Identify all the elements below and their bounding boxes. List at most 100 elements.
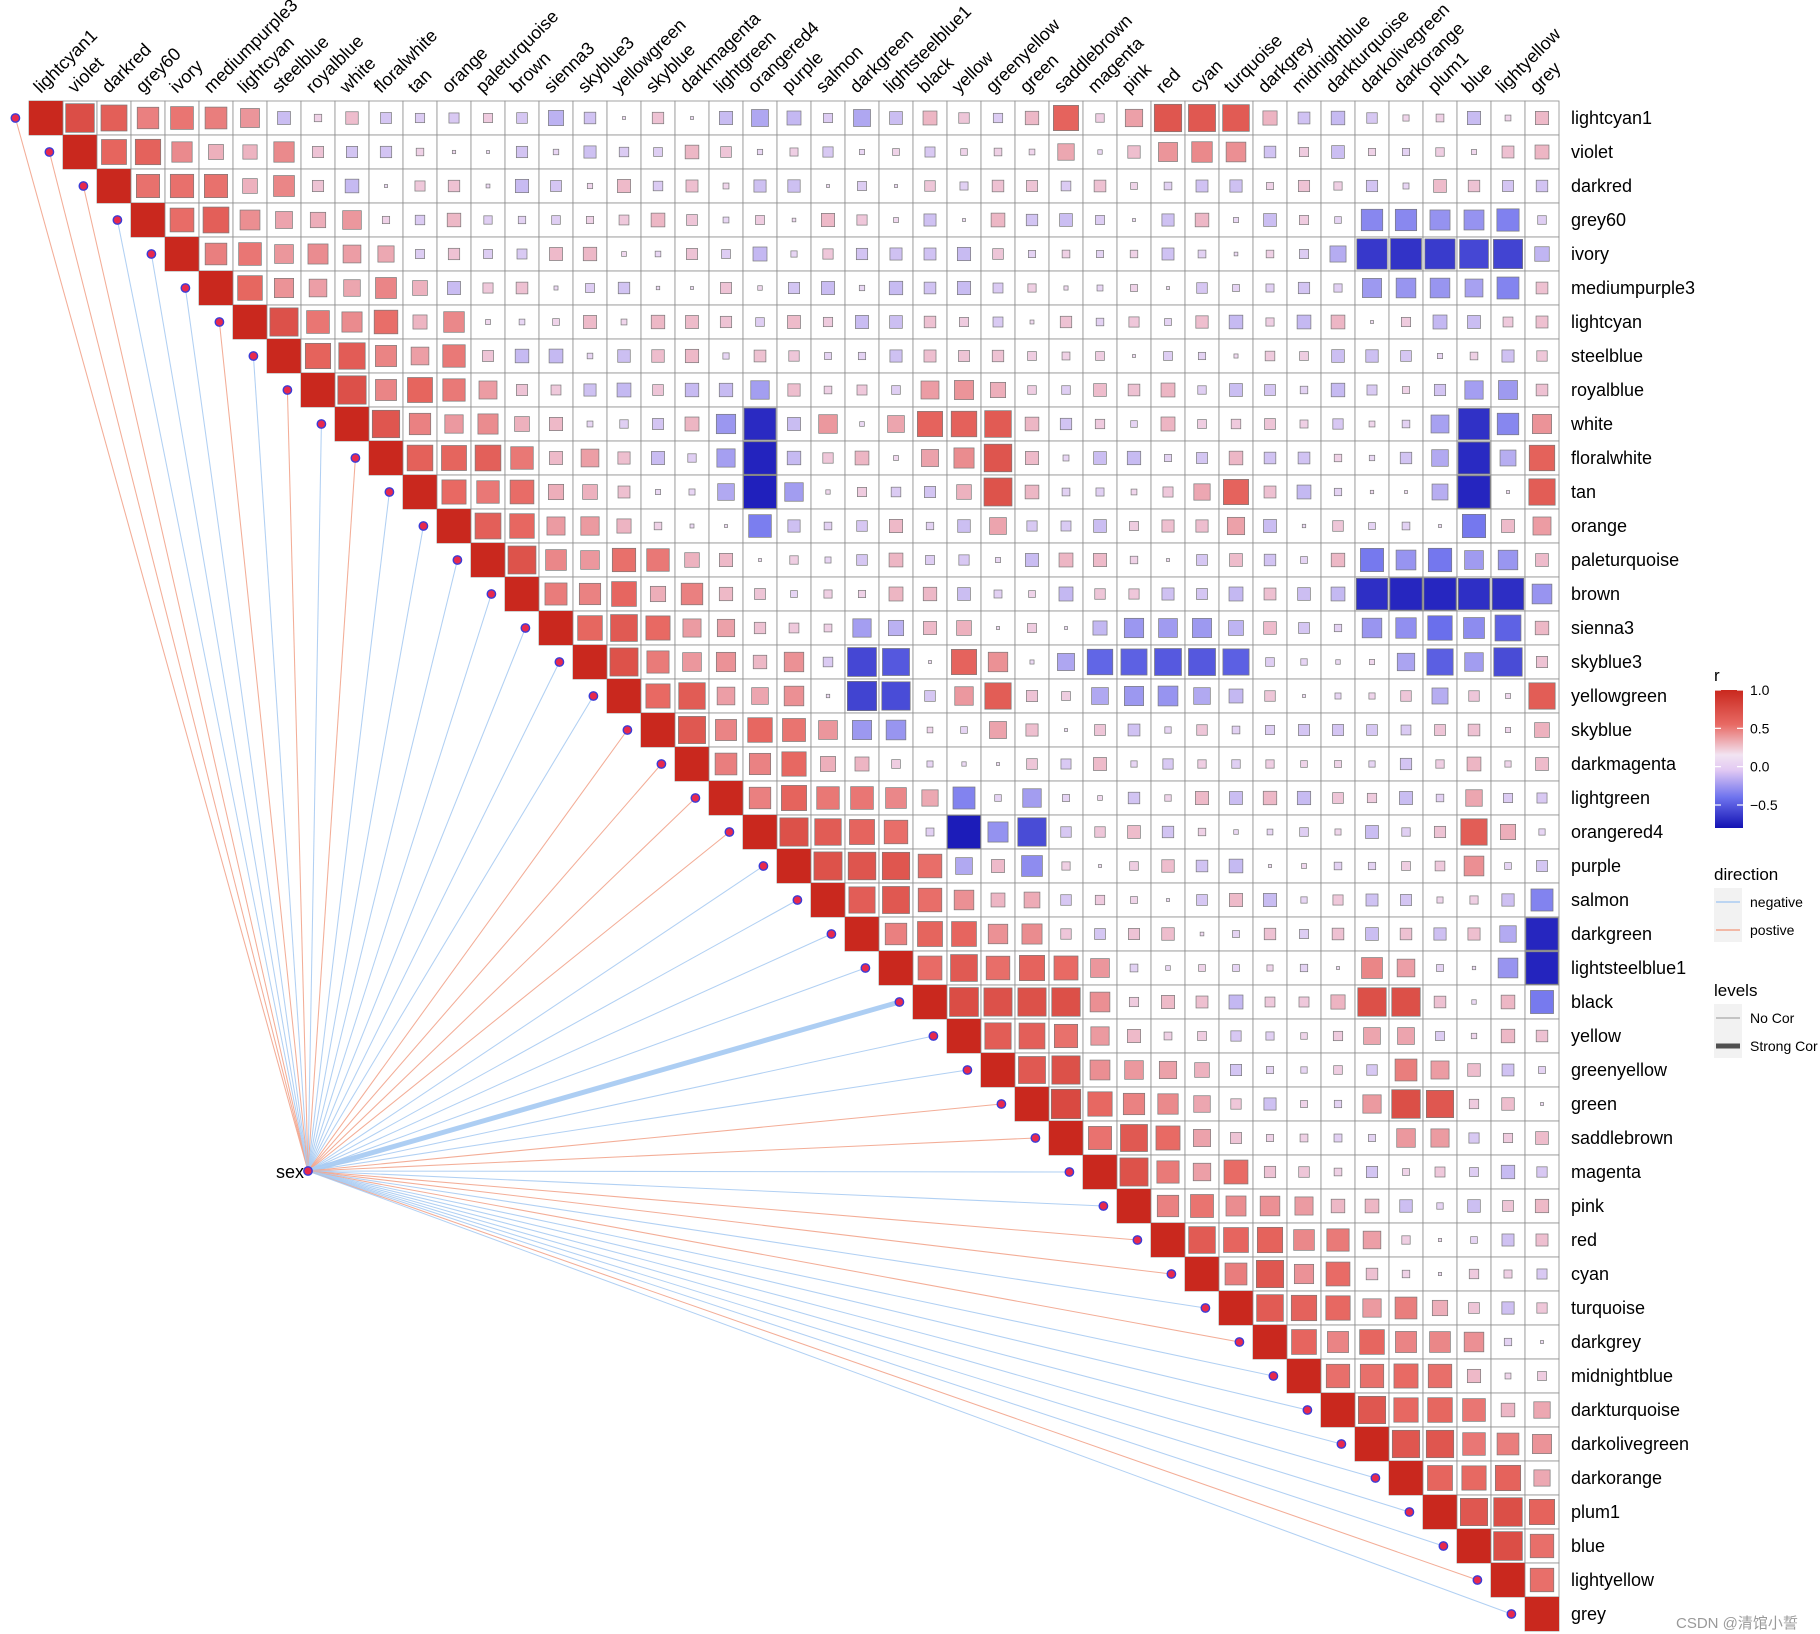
cell-frame — [1252, 1086, 1288, 1122]
cell-orangered4-darkorange — [1388, 814, 1424, 850]
cell-square — [451, 149, 457, 155]
cell-yellow-darkorange — [1388, 1018, 1424, 1054]
cell-square — [1296, 484, 1312, 500]
cell-square — [743, 407, 777, 441]
cell-greenyellow-greenyellow — [980, 1052, 1016, 1088]
cell-yellow-darkturquoise — [1320, 1018, 1356, 1054]
cell-plum1-grey — [1524, 1494, 1560, 1530]
cell-steelblue-floralwhite — [368, 338, 404, 374]
cell-square — [1166, 286, 1170, 290]
cell-paleturquoise-lightgreen — [708, 542, 744, 578]
cell-sienna3-lightyellow — [1490, 610, 1526, 646]
cell-royalblue-darkgrey — [1252, 372, 1288, 408]
cell-square — [312, 146, 324, 158]
cell-green-pink — [1116, 1086, 1152, 1122]
cell-square — [1120, 1124, 1148, 1152]
sex-link-orangered4 — [307, 831, 730, 1172]
cell-paleturquoise-darkmagenta — [674, 542, 710, 578]
cell-saddlebrown-blue — [1456, 1120, 1492, 1156]
cell-square — [1196, 282, 1208, 294]
cell-royalblue-lightyellow — [1490, 372, 1526, 408]
cell-darkred-tan — [402, 168, 438, 204]
cell-lightcyan1-lightcyan — [232, 100, 268, 136]
legend-r-tick-label: 0.0 — [1750, 759, 1770, 775]
cell-white-purple — [776, 406, 812, 442]
module-nodes — [10, 113, 1517, 1619]
cell-salmon-pink — [1116, 882, 1152, 918]
row-label-pink: pink — [1571, 1196, 1605, 1216]
cell-violet-grey60 — [130, 134, 166, 170]
cell-yellowgreen-darkolivegreen — [1354, 678, 1390, 714]
cell-darkmagenta-purple — [776, 746, 812, 782]
cell-skyblue3-red — [1150, 644, 1186, 680]
cell-royalblue-skyblue — [640, 372, 676, 408]
cell-square — [856, 214, 868, 226]
node-salmon — [792, 895, 803, 905]
cell-ivory-saddlebrown — [1048, 236, 1084, 272]
cell-orangered4-cyan — [1184, 814, 1220, 850]
cell-square — [1431, 1299, 1449, 1317]
cell-mediumpurple3-saddlebrown — [1048, 270, 1084, 306]
cell-square — [1357, 1395, 1387, 1425]
cell-square — [1536, 860, 1548, 872]
cell-square — [617, 179, 631, 193]
cell-green-darkorange — [1388, 1086, 1424, 1122]
cell-square — [923, 315, 937, 329]
cell-square — [582, 246, 598, 262]
cell-square — [1463, 855, 1485, 877]
cell-square — [1334, 760, 1342, 768]
cell-darkred-ivory — [164, 168, 200, 204]
row-label-orangered4: orangered4 — [1571, 822, 1663, 842]
cell-darkorange-lightyellow — [1490, 1460, 1526, 1496]
cell-square — [823, 521, 833, 531]
cell-brown-darkorange — [1388, 576, 1424, 612]
cell-square — [1531, 583, 1553, 605]
cell-skyblue-darkmagenta — [674, 712, 710, 748]
cell-square — [1017, 987, 1047, 1017]
cell-square — [544, 582, 568, 606]
cell-square — [1532, 516, 1552, 536]
cell-square — [651, 451, 665, 465]
cell-tan-green — [1014, 474, 1050, 510]
cell-ivory-royalblue — [300, 236, 336, 272]
cell-square — [1493, 647, 1523, 677]
cell-lightsteelblue1-greenyellow — [980, 950, 1016, 986]
cell-darkred-paleturquoise — [470, 168, 506, 204]
cell-square — [551, 215, 561, 225]
cell-yellow-red — [1150, 1018, 1186, 1054]
cell-square — [545, 549, 567, 571]
cell-square — [375, 345, 397, 367]
cell-square — [1197, 1031, 1207, 1041]
cell-royalblue-lightgreen — [708, 372, 744, 408]
cell-square — [1018, 1056, 1046, 1084]
cell-orange-black — [912, 508, 948, 544]
cell-yellowgreen-magenta — [1082, 678, 1118, 714]
cell-purple-grey — [1524, 848, 1560, 884]
cell-turquoise-grey — [1524, 1290, 1560, 1326]
cell-square — [1019, 955, 1045, 981]
cell-grey60-pink — [1116, 202, 1152, 238]
cell-orange-saddlebrown — [1048, 508, 1084, 544]
cell-floralwhite-sienna3 — [538, 440, 574, 476]
cell-mediumpurple3-blue — [1456, 270, 1492, 306]
cell-square — [1400, 894, 1412, 906]
row-label-lightgreen: lightgreen — [1571, 788, 1650, 808]
cell-darkgrey-lightyellow — [1490, 1324, 1526, 1360]
cell-square — [518, 318, 526, 326]
cell-square — [1026, 690, 1038, 702]
cell-lightcyan1-tan — [402, 100, 438, 136]
cell-darkgreen-greenyellow — [980, 916, 1016, 952]
cell-paleturquoise-yellow — [946, 542, 982, 578]
cell-ivory-darkturquoise — [1320, 236, 1356, 272]
cell-steelblue-greenyellow — [980, 338, 1016, 374]
sex-link-grey60 — [116, 219, 309, 1172]
cell-steelblue-darkturquoise — [1320, 338, 1356, 374]
cell-tan-saddlebrown — [1048, 474, 1084, 510]
cell-square — [1231, 759, 1241, 769]
cell-skyblue-saddlebrown — [1048, 712, 1084, 748]
cell-lightcyan1-greenyellow — [980, 100, 1016, 136]
cell-square — [1300, 556, 1308, 564]
cell-square — [1427, 1465, 1453, 1491]
cell-square — [1297, 111, 1311, 125]
cell-skyblue-orangered4 — [742, 712, 778, 748]
